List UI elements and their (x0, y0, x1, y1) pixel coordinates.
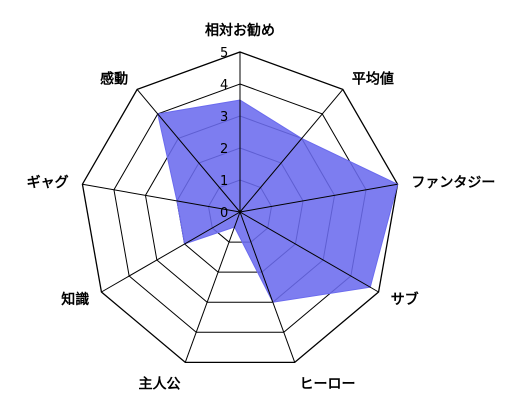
axis-label-1: 平均値 (352, 71, 394, 88)
spoke-5 (184, 211, 241, 363)
spoke-6 (101, 211, 241, 293)
spoke-1 (239, 89, 344, 213)
spoke-3 (239, 211, 379, 293)
axis-label-3: サブ (391, 291, 419, 308)
tick-label-1: 1 (220, 174, 228, 189)
radar-series (157, 99, 399, 303)
axis-label-4: ヒーロー (300, 377, 356, 393)
tick-label-4: 4 (220, 78, 228, 93)
spoke-8 (136, 89, 241, 213)
grid-ring-4 (113, 83, 367, 333)
series-area-0 (157, 99, 399, 303)
axis-label-0: 相対お勧め (205, 22, 275, 39)
grid-ring-5 (81, 51, 399, 364)
tick-label-0: 0 (220, 206, 228, 221)
spoke-2 (239, 183, 398, 213)
tick-label-3: 3 (220, 110, 228, 125)
axis-label-8: 感動 (100, 71, 128, 88)
spoke-7 (82, 183, 241, 213)
tick-label-5: 5 (220, 46, 228, 61)
radar-tick-labels: 0 1 2 3 4 5 (220, 46, 228, 221)
axis-label-5: 主人公 (138, 376, 180, 393)
tick-label-2: 2 (220, 142, 228, 157)
radar-spokes (82, 52, 398, 363)
axis-label-6: 知識 (61, 291, 89, 308)
axis-label-2: ファンタジー (411, 175, 495, 191)
spoke-4 (239, 211, 296, 363)
axis-label-7: ギャグ (27, 174, 69, 191)
